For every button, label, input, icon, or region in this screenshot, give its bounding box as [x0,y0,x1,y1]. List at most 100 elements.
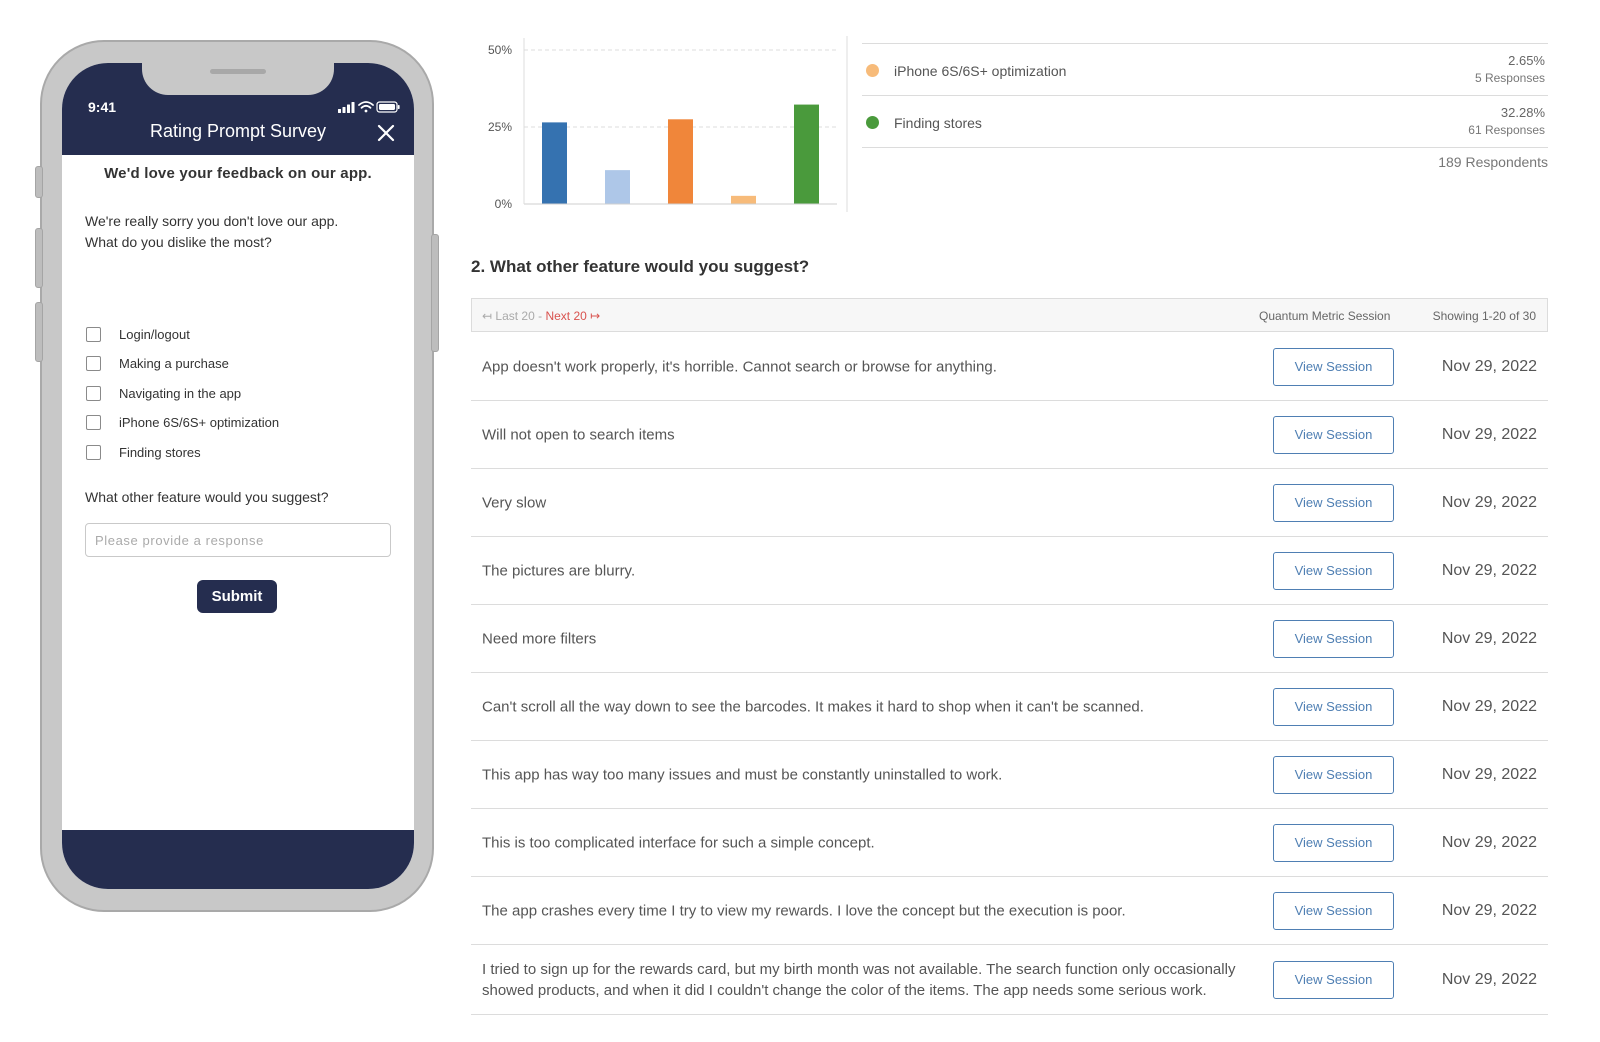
question-1-line-2: What do you dislike the most? [85,234,272,250]
respondents-count: 189 Respondents [1438,154,1548,170]
response-text: App doesn't work properly, it's horrible… [482,358,997,375]
chart-y-tick-label: 0% [495,197,513,211]
legend-dot [866,116,879,129]
legend-item-finding-stores: Finding stores 32.28% 61 Responses [862,95,1548,147]
response-text: I tried to sign up for the rewards card,… [482,960,1236,999]
phone-volume-up-button [35,228,43,288]
legend-footer: 189 Respondents [862,147,1548,178]
legend-dot [866,64,879,77]
pager-last-link[interactable]: ↤ Last 20 [482,309,535,323]
responses-table-header: ↤ Last 20 - Next 20 ↦ Quantum Metric Ses… [471,298,1548,332]
responses-list: App doesn't work properly, it's horrible… [471,333,1548,1015]
phone-volume-down-button [35,302,43,362]
option-login-logout[interactable]: Login/logout [86,325,190,343]
checkbox[interactable] [86,385,101,401]
phone-mockup: 9:41 [35,40,439,912]
chart-bars [542,104,819,204]
view-session-button[interactable]: View Session [1273,347,1394,386]
legend-responses: 5 Responses [1474,71,1545,85]
option-label: Login/logout [119,326,190,342]
checkbox[interactable] [86,444,101,460]
option-label: Navigating in the app [119,385,242,401]
option-label: Finding stores [119,444,201,460]
question-1: We're really sorry you don't love our ap… [85,211,395,253]
response-text: Need more filters [482,630,597,647]
survey-header: Rating Prompt Survey [62,113,414,155]
table-row: The app crashes every time I try to view… [471,877,1548,945]
chart-bar [668,119,693,204]
chart-bar [731,195,756,204]
response-text: Very slow [482,494,547,511]
checkbox[interactable] [86,414,101,430]
survey-intro: We'd love your feedback on our app. [104,165,372,182]
response-input[interactable] [85,523,391,557]
option-navigating-in-the-app[interactable]: Navigating in the app [86,384,241,402]
checkbox[interactable] [86,355,101,371]
table-row: This is too complicated interface for su… [471,809,1548,877]
showing-count: Showing 1-20 of 30 [1432,309,1536,323]
response-text: The app crashes every time I try to view… [482,902,1126,919]
chart-bar [542,122,567,204]
response-date: Nov 29, 2022 [1441,901,1537,919]
column-header-session: Quantum Metric Session [1259,309,1391,323]
response-date: Nov 29, 2022 [1441,970,1537,988]
phone-power-button [431,234,439,352]
view-session-button[interactable]: View Session [1273,551,1394,590]
table-row: Need more filters View Session Nov 29, 2… [471,605,1548,673]
table-row: I tried to sign up for the rewards card,… [471,945,1548,1015]
chart-grid [524,49,837,128]
view-session-button[interactable]: View Session [1273,483,1394,522]
response-date: Nov 29, 2022 [1441,493,1537,511]
question-1-line-1: We're really sorry you don't love our ap… [85,213,339,229]
chart-bar [794,104,819,204]
table-row: This app has way too many issues and mus… [471,741,1548,809]
option-making-a-purchase[interactable]: Making a purchase [86,354,229,372]
pager-next-link[interactable]: Next 20 ↦ [545,309,601,323]
status-icons [338,101,400,113]
phone-side-button [35,166,43,198]
chart-y-ticks: 0% 25% 50% [488,43,512,211]
response-date: Nov 29, 2022 [1441,357,1537,375]
legend-percent: 2.65% [1508,53,1545,68]
table-row: Very slow View Session Nov 29, 2022 [471,469,1548,537]
option-finding-stores[interactable]: Finding stores [86,443,201,461]
phone-screen: 9:41 [62,63,414,889]
view-session-button[interactable]: View Session [1273,755,1394,794]
response-text: Will not open to search items [482,426,675,443]
response-date: Nov 29, 2022 [1441,629,1537,647]
bar-chart: 0% 25% 50% [488,36,848,212]
option-label: iPhone 6S/6S+ optimization [119,414,280,430]
table-row: Can't scroll all the way down to see the… [471,673,1548,741]
phone-notch [142,63,334,95]
view-session-button[interactable]: View Session [1273,687,1394,726]
speaker-grille [210,69,266,74]
chart-bar [605,170,630,204]
view-session-button[interactable]: View Session [1273,619,1394,658]
wifi-icon [358,101,374,113]
table-row: Will not open to search items View Sessi… [471,401,1548,469]
legend-responses: 61 Responses [1468,123,1545,137]
checkbox[interactable] [86,326,101,342]
view-session-button[interactable]: View Session [1273,891,1394,930]
table-row: App doesn't work properly, it's horrible… [471,333,1548,401]
screen-footer [62,830,414,889]
table-row: The pictures are blurry. View Session No… [471,537,1548,605]
status-bar: 9:41 [62,63,414,155]
view-session-button[interactable]: View Session [1273,415,1394,454]
option-iphone-optimization[interactable]: iPhone 6S/6S+ optimization [86,413,279,431]
chart-y-tick-label: 50% [488,43,512,57]
response-text: This app has way too many issues and mus… [482,766,1003,783]
response-date: Nov 29, 2022 [1441,765,1537,783]
legend-label: Finding stores [894,115,982,131]
pager-separator: - [534,309,546,323]
close-icon[interactable] [376,123,396,143]
view-session-button[interactable]: View Session [1273,960,1394,999]
question-2: What other feature would you suggest? [85,489,329,505]
submit-button[interactable]: Submit [197,580,277,613]
response-date: Nov 29, 2022 [1441,561,1537,579]
status-time: 9:41 [88,99,117,115]
response-date: Nov 29, 2022 [1441,425,1537,443]
signal-icon [338,102,355,113]
response-text: The pictures are blurry. [482,562,636,579]
view-session-button[interactable]: View Session [1273,823,1394,862]
